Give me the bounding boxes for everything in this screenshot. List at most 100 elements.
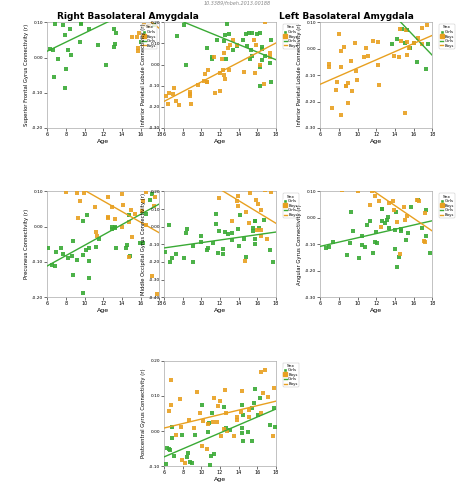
Point bbox=[233, 197, 241, 204]
Point bbox=[374, 239, 381, 247]
Point bbox=[212, 220, 219, 228]
Point bbox=[162, 460, 170, 468]
Point bbox=[199, 417, 206, 425]
Point bbox=[111, 40, 119, 48]
Point bbox=[51, 262, 58, 270]
Point bbox=[92, 14, 100, 22]
Point bbox=[344, 99, 351, 107]
Text: Left Basolateral Amygdala: Left Basolateral Amygdala bbox=[279, 12, 413, 21]
Point bbox=[204, 66, 212, 74]
Point bbox=[256, 82, 264, 90]
Point bbox=[112, 29, 119, 37]
Point bbox=[203, 445, 211, 452]
Point bbox=[191, 431, 199, 439]
Point bbox=[236, 211, 244, 219]
Point bbox=[148, 190, 155, 198]
Point bbox=[74, 214, 82, 222]
Point bbox=[222, 55, 230, 63]
Point bbox=[362, 44, 370, 52]
Point bbox=[256, 30, 264, 38]
Point bbox=[51, 20, 58, 28]
Point bbox=[173, 32, 181, 40]
Point bbox=[378, 205, 385, 213]
Point bbox=[219, 250, 227, 258]
Point bbox=[188, 459, 196, 467]
Point bbox=[346, 239, 354, 247]
Point bbox=[251, 385, 259, 393]
Point bbox=[253, 196, 260, 204]
Point bbox=[66, 25, 73, 33]
Legend: Girls, Boys, Girls, Boys: Girls, Boys, Girls, Boys bbox=[283, 24, 299, 49]
Legend: Girls, Boys, Girls, Boys: Girls, Boys, Girls, Boys bbox=[283, 194, 299, 218]
Point bbox=[397, 227, 404, 235]
Point bbox=[424, 40, 431, 48]
Point bbox=[421, 239, 428, 247]
Point bbox=[396, 25, 404, 33]
Point bbox=[180, 21, 188, 29]
Point bbox=[194, 179, 201, 187]
Point bbox=[426, 249, 434, 257]
Point bbox=[391, 226, 399, 234]
Point bbox=[221, 386, 228, 394]
Point bbox=[209, 409, 216, 417]
Point bbox=[70, 237, 77, 245]
Point bbox=[270, 404, 278, 412]
Point bbox=[142, 188, 150, 196]
Point bbox=[82, 246, 90, 254]
Point bbox=[204, 420, 211, 428]
Point bbox=[414, 196, 422, 203]
Point bbox=[418, 40, 426, 48]
Point bbox=[228, 236, 236, 244]
Y-axis label: Angular Gyrus Connectivity (r): Angular Gyrus Connectivity (r) bbox=[297, 204, 302, 285]
Point bbox=[234, 202, 241, 210]
Point bbox=[220, 425, 228, 433]
Point bbox=[186, 88, 194, 96]
Point bbox=[366, 217, 374, 225]
Point bbox=[225, 30, 233, 38]
Point bbox=[134, 44, 142, 51]
Point bbox=[204, 246, 211, 254]
Point bbox=[369, 248, 377, 256]
Point bbox=[251, 235, 258, 243]
Point bbox=[266, 59, 274, 67]
Point bbox=[236, 242, 243, 249]
Point bbox=[68, 251, 76, 259]
Point bbox=[125, 218, 133, 226]
Point bbox=[142, 221, 149, 229]
Point bbox=[258, 43, 266, 50]
Point bbox=[354, 76, 361, 84]
Point bbox=[83, 176, 91, 184]
Point bbox=[230, 432, 237, 440]
Point bbox=[190, 174, 198, 182]
Point bbox=[238, 424, 246, 432]
Point bbox=[246, 189, 254, 197]
Point bbox=[69, 181, 76, 189]
Point bbox=[419, 24, 426, 32]
Point bbox=[410, 39, 418, 47]
Point bbox=[197, 232, 205, 240]
Point bbox=[163, 173, 171, 181]
Point bbox=[135, 29, 143, 37]
Point bbox=[401, 109, 409, 117]
Point bbox=[257, 206, 264, 214]
Point bbox=[167, 376, 175, 384]
Point bbox=[210, 52, 218, 60]
Point bbox=[145, 22, 153, 30]
Point bbox=[78, 19, 85, 27]
Point bbox=[270, 258, 277, 266]
Point bbox=[240, 235, 248, 243]
Point bbox=[150, 201, 158, 209]
Point bbox=[338, 180, 346, 188]
Point bbox=[104, 214, 111, 222]
Point bbox=[346, 169, 354, 177]
Point bbox=[206, 461, 214, 469]
Point bbox=[209, 52, 216, 60]
Point bbox=[337, 111, 345, 119]
Y-axis label: Superior Frontal Gyrus Connectivity (r): Superior Frontal Gyrus Connectivity (r) bbox=[24, 24, 29, 126]
Point bbox=[130, 10, 137, 18]
Point bbox=[401, 216, 409, 224]
Point bbox=[417, 185, 424, 193]
Point bbox=[178, 431, 185, 439]
Point bbox=[219, 245, 227, 253]
Point bbox=[355, 180, 362, 188]
